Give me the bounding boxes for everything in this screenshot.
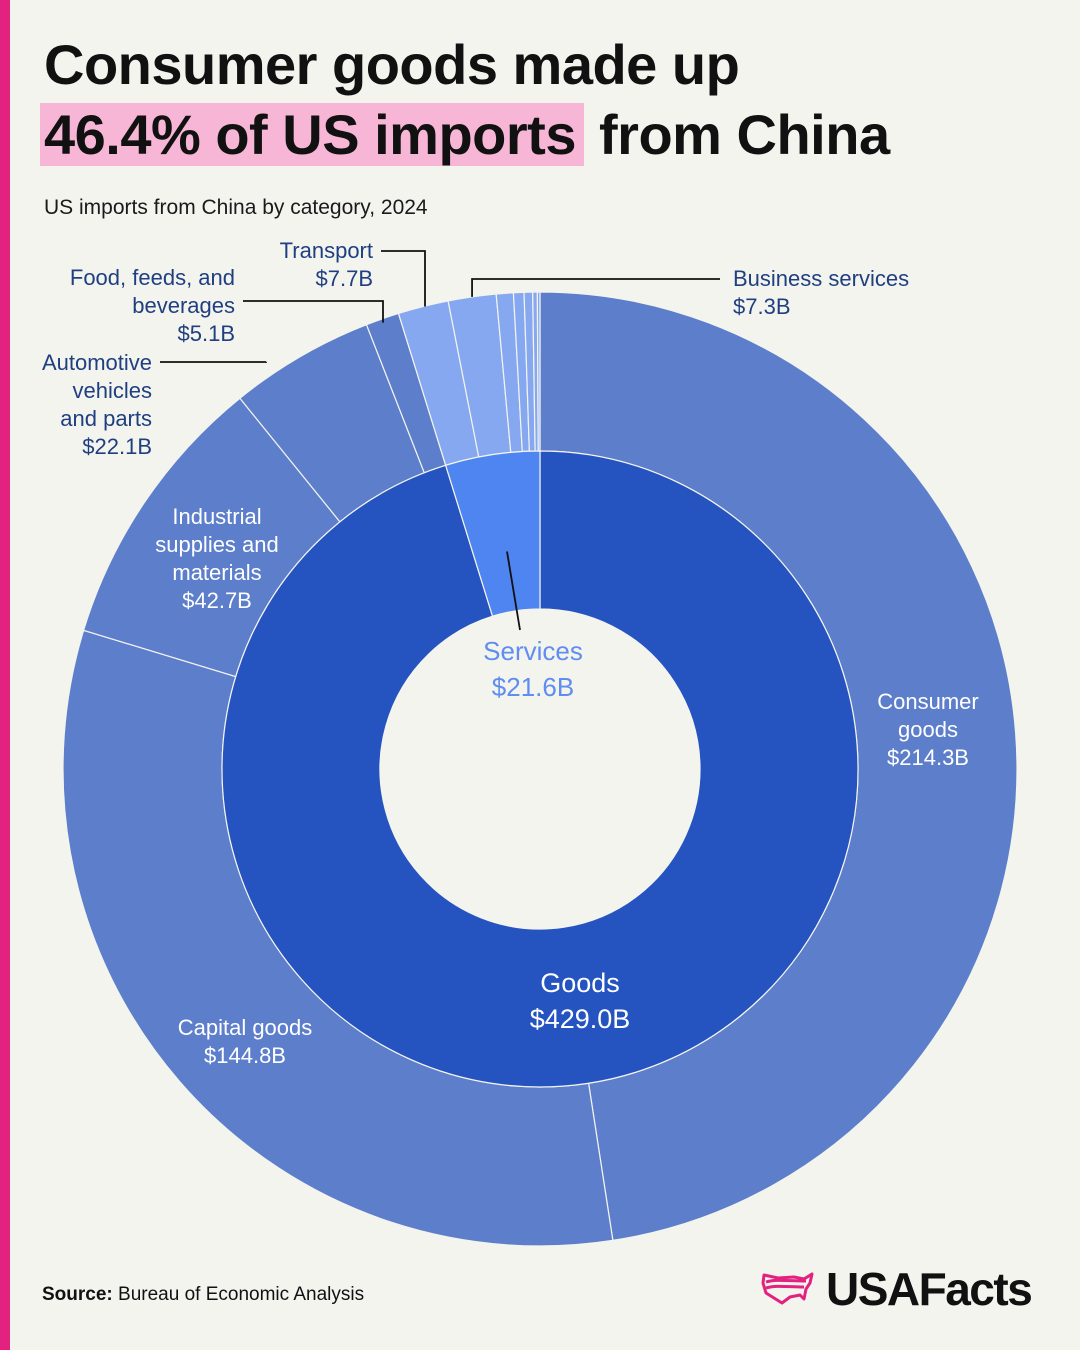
brand-logo: USAFacts [760, 1262, 1033, 1316]
label-food-feeds: Food, feeds, and beverages $5.1B [70, 265, 235, 346]
brand-name: USAFacts [826, 1263, 1033, 1315]
label-consumer-goods: Consumer goods $214.3B [877, 689, 978, 770]
label-transport: Transport $7.7B [280, 238, 373, 291]
outer-slice-other-11 [536, 291, 541, 452]
title-highlight: 46.4% of US imports [40, 103, 584, 166]
us-map-icon [761, 1272, 814, 1305]
title-line-2: 46.4% of US imports from China [40, 100, 890, 170]
accent-bar [0, 0, 10, 1350]
inner-slice-goods [221, 450, 859, 1088]
source-text: Bureau of Economic Analysis [118, 1284, 365, 1305]
label-automotive: Automotive vehicles and parts $22.1B [42, 350, 152, 459]
source-note: Source: Bureau of Economic Analysis [42, 1284, 364, 1306]
inner-slice-services [444, 450, 541, 617]
label-capital-goods: Capital goods $144.8B [178, 1015, 313, 1068]
leader-transport [381, 250, 426, 307]
label-business-services: Business services $7.3B [733, 266, 909, 319]
page-title: Consumer goods made up 46.4% of US impor… [40, 30, 890, 170]
leader-business-services [471, 278, 720, 297]
label-services: Services $21.6B [483, 636, 583, 702]
leader-services [506, 551, 521, 631]
chart-subtitle: US imports from China by category, 2024 [44, 196, 428, 219]
label-goods: Goods $429.0B [530, 968, 631, 1034]
label-industrial-supplies: Industrial supplies and materials $42.7B [155, 504, 279, 613]
source-label: Source: [42, 1284, 113, 1305]
title-rest: from China [599, 103, 890, 166]
title-line-1: Consumer goods made up [44, 33, 740, 96]
leader-food-feeds [243, 300, 384, 323]
